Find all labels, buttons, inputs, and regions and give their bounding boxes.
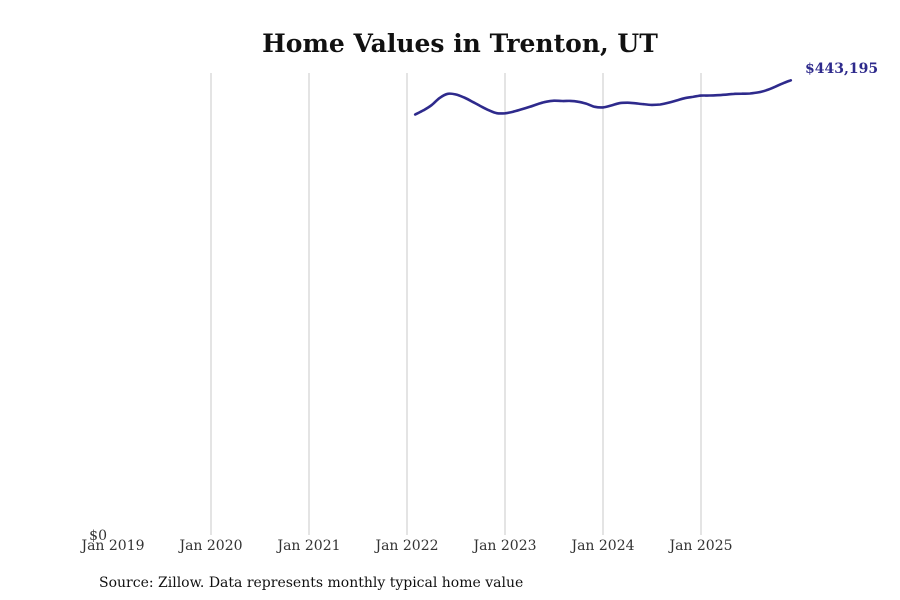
x-tick-label: Jan 2019 xyxy=(79,538,144,554)
x-tick-label: Jan 2024 xyxy=(569,538,634,554)
x-tick-label: Jan 2023 xyxy=(471,538,536,554)
x-axis-ticks: Jan 2019 Jan 2020 Jan 2021 Jan 2022 Jan 2023… xyxy=(79,538,732,554)
gridlines xyxy=(210,73,702,535)
series-line xyxy=(413,79,793,116)
x-tick-label: Jan 2021 xyxy=(275,538,340,554)
source-note: Source: Zillow. Data represents monthly … xyxy=(99,575,523,591)
x-tick-label: Jan 2022 xyxy=(373,538,438,554)
y-axis-ticks: $0 xyxy=(89,528,107,544)
x-tick-label: Jan 2020 xyxy=(177,538,242,554)
series-group xyxy=(413,79,793,116)
chart-title: Home Values in Trenton, UT xyxy=(262,29,658,58)
y-tick-label: $0 xyxy=(89,528,107,544)
end-value-label: $443,195 xyxy=(805,61,878,77)
x-tick-label: Jan 2025 xyxy=(667,538,732,554)
